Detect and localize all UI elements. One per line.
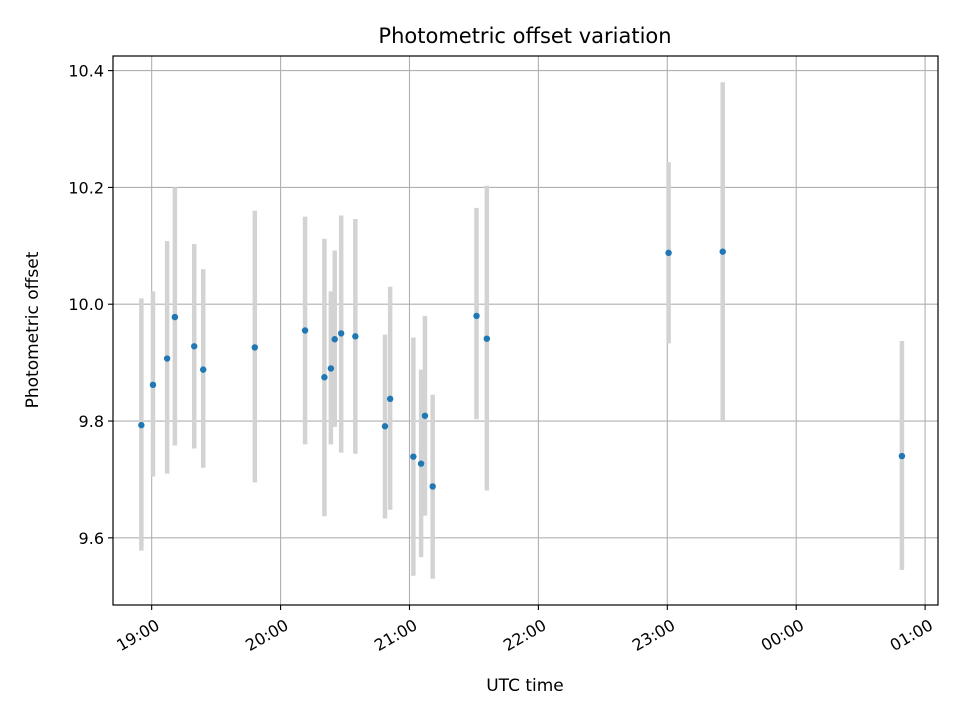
data-point (473, 312, 480, 320)
y-tick-label: 10.2 (68, 178, 104, 197)
data-point (301, 327, 309, 334)
data-point (331, 336, 338, 343)
data-point (898, 452, 906, 460)
y-axis-label: Photometric offset (23, 251, 43, 408)
data-point (191, 343, 198, 350)
data-point (429, 483, 436, 490)
plot-area (113, 56, 938, 605)
x-axis-label: UTC time (486, 676, 564, 696)
data-point (171, 313, 179, 321)
data-point (381, 423, 389, 430)
data-point (410, 453, 417, 460)
data-point (163, 355, 171, 362)
data-point (386, 395, 394, 403)
y-tick-label: 10.0 (68, 295, 104, 314)
data-point (421, 412, 429, 419)
y-tick-label: 9.8 (79, 412, 104, 431)
y-tick-label: 9.6 (79, 529, 104, 548)
data-point (352, 333, 359, 340)
data-points (138, 248, 906, 490)
data-point (200, 366, 207, 373)
data-point (149, 381, 157, 389)
chart-title: Photometric offset variation (378, 24, 671, 48)
data-point (138, 421, 145, 429)
y-tick-label: 10.4 (68, 62, 104, 81)
data-point (417, 460, 425, 467)
data-point (251, 344, 258, 351)
y-axis-ticks: 9.6 9.8 10.0 10.2 10.4 (68, 62, 113, 548)
data-point (327, 365, 335, 372)
data-point (321, 374, 328, 381)
data-point (483, 335, 491, 342)
data-point (337, 330, 345, 337)
grid (113, 56, 938, 605)
data-point (665, 249, 672, 257)
plot-frame (112, 55, 939, 606)
data-point (719, 248, 726, 255)
